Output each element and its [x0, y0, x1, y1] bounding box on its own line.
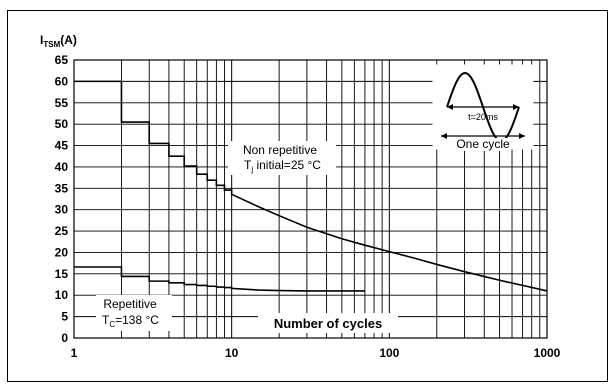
y-tick-label: 65	[55, 53, 69, 67]
y-tick-label: 15	[55, 267, 69, 281]
inset-arrow-left-icon	[447, 104, 453, 110]
inset-period-label: t=20ms	[468, 112, 498, 122]
label-box-x-axis	[258, 313, 398, 333]
surge-current-chart: 0 5 10 15 20 25 30 35 40 45 50 55 60 65 1 10 100 1000 ITSM…	[40, 33, 561, 360]
inset-cycle-label-box	[455, 138, 511, 151]
x-tick-label: 10	[225, 346, 239, 360]
y-tick-label: 30	[55, 203, 69, 217]
inset-arrow-right-icon	[513, 104, 519, 110]
inset-cycle-label: One cycle	[456, 137, 510, 151]
series-non-repetitive-line	[74, 80, 548, 292]
y-tick-label: 60	[55, 74, 69, 88]
y-tick-label: 55	[55, 96, 69, 110]
plot-border	[73, 59, 548, 339]
y-tick-label: 10	[55, 288, 69, 302]
y-tick-label: 0	[61, 331, 68, 345]
label-box-repetitive	[96, 295, 172, 331]
y-tick-label: 45	[55, 139, 69, 153]
y-tick-label: 25	[55, 224, 69, 238]
inset-cycle-arrow-left-icon	[441, 133, 447, 139]
y-tick-label: 35	[55, 181, 69, 195]
label-tc: TC=138 °C	[102, 313, 159, 329]
y-tick-label: 5	[61, 310, 68, 324]
label-repetitive: Repetitive	[103, 297, 157, 311]
y-axis-label: ITSM(A)	[40, 33, 77, 49]
x-tick-label: 1	[71, 346, 78, 360]
x-tick-label: 100	[379, 346, 399, 360]
y-tick-label: 20	[55, 245, 69, 259]
series-repetitive-line	[74, 266, 365, 292]
inset-cycle-arrow-right-icon	[519, 133, 525, 139]
label-tj-initial: Tj initial=25 °C	[244, 158, 321, 174]
x-axis-label: Number of cycles	[274, 316, 382, 331]
y-tick-label: 40	[55, 160, 69, 174]
y-tick-label: 50	[55, 117, 69, 131]
label-non-repetitive: Non repetitive	[243, 143, 317, 157]
x-tick-label: 1000	[534, 346, 561, 360]
label-box-non-repetitive	[228, 141, 336, 175]
chart-frame: 0 5 10 15 20 25 30 35 40 45 50 55 60 65 1 10 100 1000 ITSM…	[7, 10, 608, 382]
